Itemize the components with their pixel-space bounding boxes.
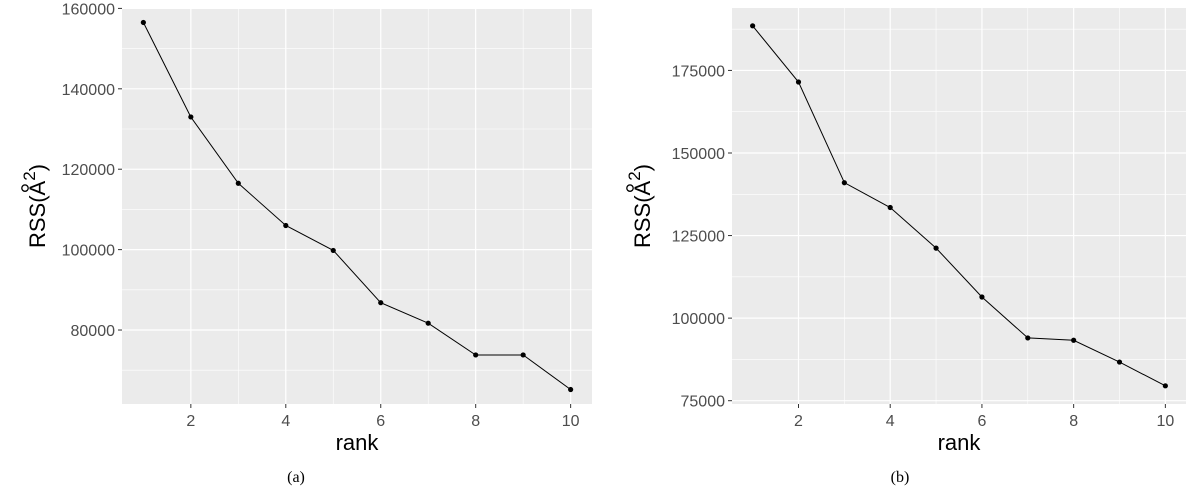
y-axis-title-base: RSS( [25,195,50,248]
x-axis-title: rank [938,430,982,455]
x-tick-label: 4 [281,413,290,430]
y-tick-label: 75000 [681,394,726,411]
y-tick-label: 160000 [62,1,115,18]
y-tick-label: 120000 [62,162,115,179]
plot-panel [732,8,1186,404]
x-tick-label: 10 [562,413,580,430]
y-tick-label: 150000 [672,146,725,163]
y-axis-title-base: RSS( [630,195,655,248]
series-line [142,22,571,390]
y-axis-title: RSS(A2) [20,164,50,248]
chart-caption: (b) [891,469,910,486]
data-point [750,23,756,29]
data-point [520,352,526,358]
y-tick-label: 125000 [672,229,725,246]
y-tick-label: 80000 [71,323,116,340]
chart-caption: (a) [287,469,305,486]
y-axis-title: RSS(A2) [625,164,655,248]
data-point [188,114,194,120]
data-point [140,19,146,26]
angstrom-ring [21,184,29,192]
y-tick-label: 175000 [672,63,725,80]
data-point [795,79,802,85]
data-point [235,180,241,186]
chart-b: 2 4 6 8 10 75000 100000 125000 150000 175000 rank R… [625,8,1186,486]
data-point [1162,383,1168,389]
x-tick-label: 10 [1156,413,1174,430]
data-point [425,320,431,326]
y-axis-title-unit: A [630,180,655,195]
x-axis-title: rank [336,430,380,455]
data-point [473,352,479,358]
data-point [841,180,847,186]
data-point [979,294,985,300]
angstrom-ring [626,184,634,192]
y-tick-label: 100000 [672,311,725,328]
data-point [887,204,893,211]
x-tick-label: 8 [1069,413,1078,430]
x-tick-label: 8 [471,413,480,430]
x-tick-label: 6 [376,413,385,430]
data-point [330,247,336,254]
data-point [1025,335,1031,341]
y-tick-label: 140000 [62,82,115,99]
x-tick-label: 2 [186,413,195,430]
data-point [1116,359,1123,365]
series-line [752,25,1166,387]
chart-a: 2 4 6 8 10 80000 100000 120000 140000 160000 rank R… [20,1,592,486]
y-axis-title-exponent: 2 [20,171,39,180]
data-point [1071,337,1077,343]
y-axis-title-unit: A [25,180,50,195]
x-tick-label: 2 [794,413,803,430]
data-point [568,386,574,393]
data-point [933,245,939,251]
y-axis-title-exponent: 2 [625,171,644,180]
x-tick-label: 6 [977,413,986,430]
x-tick-label: 4 [886,413,895,430]
y-axis-title-close: ) [25,164,50,171]
y-tick-label: 100000 [62,243,115,260]
data-point [378,300,384,306]
plot-panel [122,8,592,404]
y-axis-title-close: ) [630,164,655,171]
data-point [283,222,289,229]
